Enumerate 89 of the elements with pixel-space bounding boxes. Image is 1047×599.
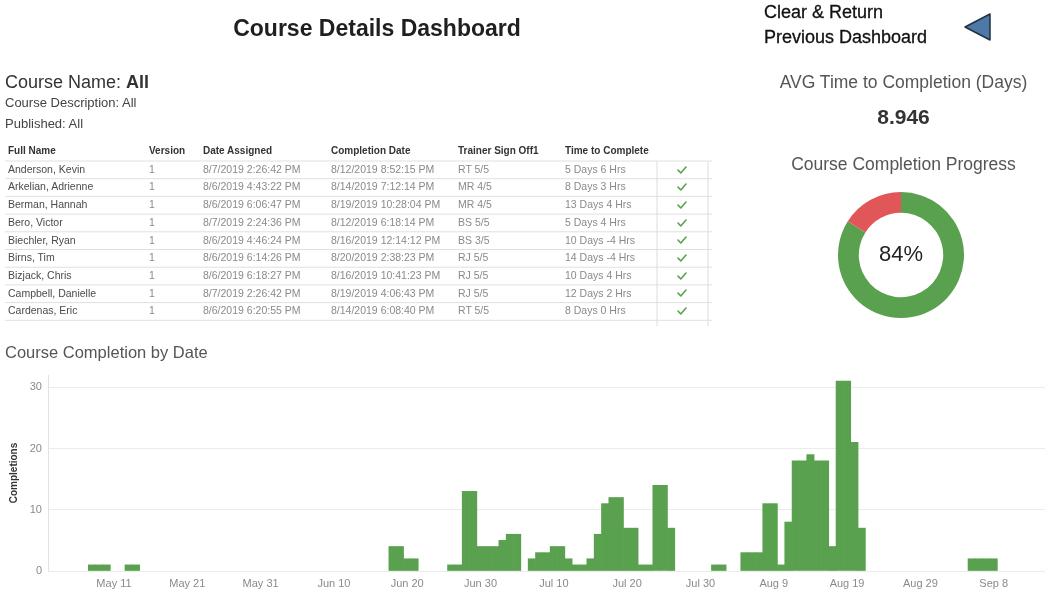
text: 8/7/2019 2:24:36 PM [203, 215, 301, 228]
category-label: Date Assigned [203, 144, 273, 158]
text: 1 [149, 198, 155, 211]
text: 8/19/2019 4:06:43 PM [331, 286, 435, 299]
text: 8/6/2019 4:43:22 PM [203, 180, 301, 193]
text: 12 Days 2 Hrs [565, 286, 632, 299]
text: 8/16/2019 12:14:12 PM [331, 233, 441, 246]
text: 8/12/2019 8:52:15 PM [331, 162, 435, 175]
x-tick-label: Aug 29 [902, 576, 938, 589]
x-tick-label: Jul 30 [685, 576, 716, 589]
text: RT 5/5 [458, 162, 490, 175]
x-tick-label: Jun 20 [390, 576, 424, 589]
text: Course Description: All [5, 95, 137, 111]
text: 8/6/2019 4:46:24 PM [203, 233, 301, 246]
category-label: Completion Date [331, 144, 411, 158]
text: 8/20/2019 2:38:23 PM [331, 251, 435, 264]
text: Clear & Return Previous Dashboard [764, 1, 929, 49]
text: 1 [149, 233, 155, 246]
category-label: Version [149, 144, 186, 158]
x-tick-label: Aug 9 [759, 576, 789, 589]
text: Bero, Victor [8, 215, 63, 228]
chart-title: Course Completion by Date [5, 342, 208, 362]
text: Birns, Tim [8, 251, 55, 264]
text: 5 Days 6 Hrs [565, 162, 626, 175]
text: Published: All [5, 116, 84, 132]
text: 8/7/2019 2:26:42 PM [203, 286, 301, 299]
text: MR 4/5 [458, 198, 492, 211]
text: 8/7/2019 2:26:42 PM [203, 162, 301, 175]
text: Arkelian, Adrienne [8, 180, 94, 193]
text: 1 [149, 304, 155, 317]
category-label: Time to Complete [565, 144, 649, 158]
y-tick-label: 10 [29, 502, 42, 515]
y-tick-label: 20 [29, 441, 42, 454]
text: BS 5/5 [458, 215, 490, 228]
text: 8/12/2019 6:18:14 PM [331, 215, 435, 228]
text: Anderson, Kevin [8, 162, 86, 175]
data-label: 84% [878, 241, 924, 267]
text: 8/14/2019 6:08:40 PM [331, 304, 435, 317]
x-tick-label: Jul 10 [539, 576, 569, 589]
text: RJ 5/5 [458, 286, 489, 299]
text: 1 [149, 162, 155, 175]
text: MR 4/5 [458, 180, 492, 193]
text: 14 Days -4 Hrs [565, 251, 636, 264]
text: 10 Days -4 Hrs [565, 233, 636, 246]
text: 8.946 [876, 104, 931, 130]
text: 8/6/2019 6:06:47 PM [203, 198, 301, 211]
text: RJ 5/5 [458, 251, 489, 264]
text: Bizjack, Chris [8, 268, 72, 281]
x-tick-label: Jun 30 [464, 576, 498, 589]
text: 8 Days 0 Hrs [565, 304, 626, 317]
text: 1 [149, 251, 155, 264]
text: 13 Days 4 Hrs [565, 198, 632, 211]
text: 8/6/2019 6:20:55 PM [203, 304, 301, 317]
text: AVG Time to Completion (Days) [778, 71, 1029, 93]
y-tick-label: 30 [29, 380, 42, 393]
text: 1 [149, 286, 155, 299]
text: Biechler, Ryan [8, 233, 76, 246]
x-tick-label: Jul 20 [612, 576, 642, 589]
text: All [126, 72, 150, 92]
text: 10 Days 4 Hrs [565, 268, 632, 281]
text: RJ 5/5 [458, 268, 489, 281]
x-tick-label: May 31 [242, 576, 279, 589]
x-tick-label: May 11 [96, 576, 132, 589]
text: 1 [149, 180, 155, 193]
x-tick-label: May 21 [169, 576, 206, 589]
x-tick-label: Sep 8 [979, 576, 1009, 589]
text: 8/19/2019 10:28:04 PM [331, 198, 441, 211]
text: 5 Days 4 Hrs [565, 215, 626, 228]
text: Cardenas, Eric [8, 304, 78, 317]
text: 1 [149, 215, 155, 228]
x-tick-label: Jun 10 [317, 576, 351, 589]
text: RT 5/5 [458, 304, 490, 317]
text: Berman, Hannah [8, 198, 88, 211]
category-label: Trainer Sign Off1 [458, 144, 539, 158]
category-label: Full Name [8, 144, 56, 158]
text: Course Details Dashboard [232, 15, 522, 41]
text: BS 3/5 [458, 233, 490, 246]
x-tick-label: Aug 19 [829, 576, 865, 589]
text: 1 [149, 268, 155, 281]
y-tick-label: 0 [35, 564, 42, 577]
text: 8/6/2019 6:18:27 PM [203, 268, 301, 281]
chart-title: Course Completion Progress [790, 153, 1017, 175]
text: Campbell, Danielle [8, 286, 97, 299]
text: 8/14/2019 7:12:14 PM [331, 180, 435, 193]
y-axis-title: Completions [7, 442, 19, 504]
text: 8/16/2019 10:41:23 PM [331, 268, 441, 281]
text: 8/6/2019 6:14:26 PM [203, 251, 301, 264]
text: Course Name: [5, 72, 122, 92]
text: 8 Days 3 Hrs [565, 180, 626, 193]
